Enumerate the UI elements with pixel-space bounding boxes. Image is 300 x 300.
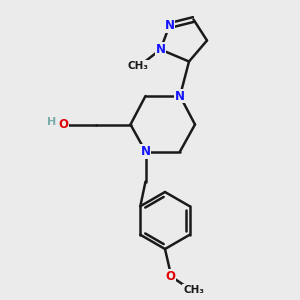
Text: N: N [164,19,175,32]
Text: N: N [175,89,185,103]
Text: CH₃: CH₃ [128,61,148,71]
Text: O: O [58,118,68,131]
Text: N: N [140,145,151,158]
Text: H: H [47,117,56,127]
Text: CH₃: CH₃ [183,285,204,295]
Text: N: N [155,43,166,56]
Text: O: O [165,269,176,283]
